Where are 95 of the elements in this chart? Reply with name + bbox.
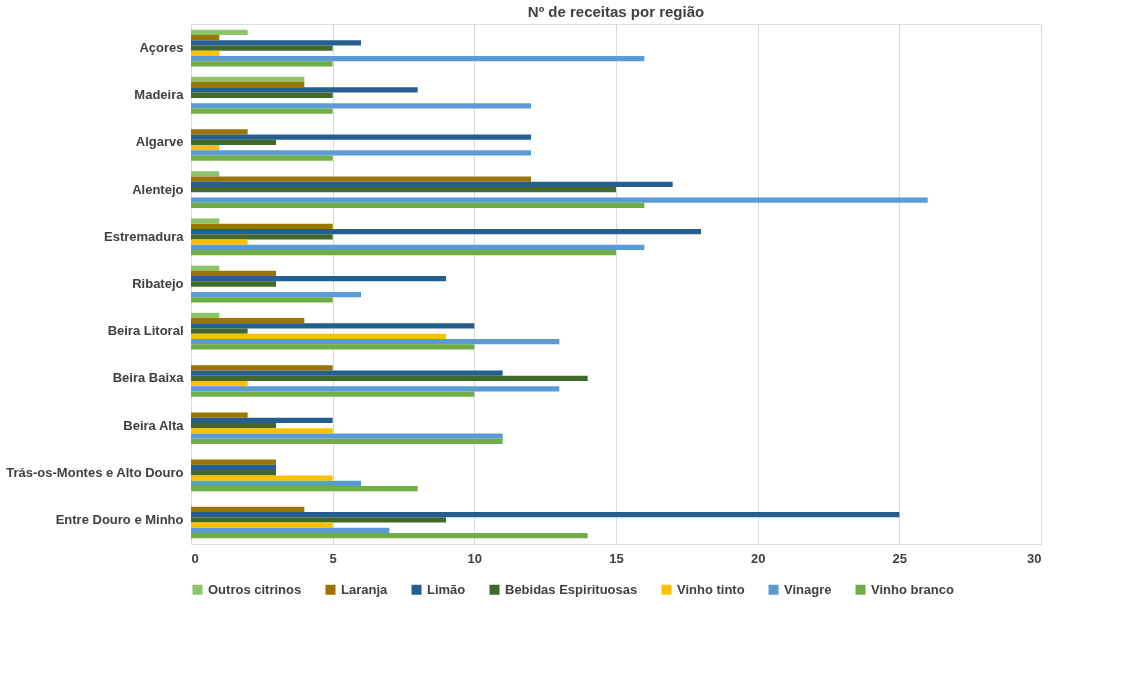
legend-label: Limão [427, 581, 466, 597]
bar [191, 533, 588, 539]
bar [191, 129, 248, 135]
bar [191, 40, 361, 46]
bar [191, 55, 645, 62]
bar [191, 249, 616, 256]
legend-label: Laranja [341, 581, 389, 597]
bar [191, 339, 560, 345]
bar [191, 228, 701, 235]
bar [191, 381, 248, 387]
x-tick-label: 25 [892, 550, 908, 566]
bar [191, 281, 276, 287]
legend-label: Vinagre [784, 581, 832, 597]
x-tick-label: 30 [1027, 550, 1042, 566]
y-tick-label: Madeira [134, 87, 185, 103]
bar [191, 375, 588, 381]
bar [191, 155, 333, 161]
bar [191, 428, 333, 434]
x-tick-label: 5 [329, 550, 337, 566]
y-tick-label: Algarve [135, 134, 184, 150]
bar [191, 386, 560, 392]
bar [191, 433, 503, 439]
bar [191, 475, 333, 481]
bar [191, 370, 503, 376]
bar [191, 108, 333, 114]
y-tick-label: Alentejo [132, 181, 184, 197]
bar [191, 45, 333, 51]
bar [191, 265, 220, 271]
legend-label: Bebidas Espirituosas [505, 581, 638, 597]
legend-label: Outros citrinos [208, 581, 302, 597]
bar [191, 270, 276, 277]
bar [191, 459, 276, 465]
y-tick-label: Ribatejo [132, 276, 184, 291]
y-tick-label: Entre Douro e Minho [55, 511, 184, 527]
bar [191, 34, 220, 41]
bar [191, 512, 900, 518]
bar [191, 29, 248, 35]
bar [191, 422, 276, 429]
bar [191, 527, 390, 534]
bar [191, 134, 531, 140]
y-tick-label: Trás-os-Montes e Alto Douro [6, 464, 184, 480]
x-tick-label: 15 [609, 550, 624, 566]
bar [191, 480, 361, 486]
y-tick-label: Açores [139, 40, 184, 56]
y-tick-label: Beira Alta [123, 417, 185, 433]
bar [191, 202, 645, 209]
bar [191, 318, 305, 324]
bar [191, 506, 305, 513]
bar [191, 50, 220, 56]
bar [191, 171, 220, 177]
bar [191, 223, 333, 229]
bar [191, 176, 531, 182]
bar [191, 328, 248, 334]
legend-label: Vinho branco [871, 581, 954, 597]
bar [191, 438, 503, 444]
chart-title: Nº de receitas por região [527, 3, 705, 20]
bar [191, 417, 333, 423]
bar [191, 234, 333, 240]
bar [191, 323, 475, 329]
x-tick-label: 10 [467, 550, 483, 566]
bar [191, 244, 645, 250]
bar [191, 76, 305, 83]
bar [191, 412, 248, 418]
bar [191, 82, 305, 88]
y-tick-label: Beira Litoral [107, 323, 184, 339]
bar [191, 187, 616, 193]
y-tick-label: Beira Baixa [112, 370, 185, 386]
bar [191, 391, 475, 397]
bar [191, 344, 475, 350]
bar [191, 485, 418, 492]
bar [191, 197, 928, 203]
y-tick-label: Estremadura [104, 228, 185, 244]
bar [191, 92, 333, 98]
bar [191, 218, 220, 224]
bar [191, 145, 220, 151]
x-tick-label: 20 [750, 550, 766, 566]
bar [191, 139, 276, 146]
bar [191, 150, 531, 156]
bar [191, 276, 446, 282]
bar [191, 517, 446, 523]
bar [191, 522, 333, 528]
legend-label: Vinho tinto [677, 581, 745, 597]
bar [191, 464, 276, 471]
bar [191, 470, 276, 476]
bar [191, 239, 248, 245]
bar [191, 333, 446, 340]
bar [191, 312, 220, 319]
bar [191, 103, 531, 109]
bar [191, 61, 333, 67]
bar [191, 87, 418, 93]
bar [191, 291, 361, 298]
x-tick-label: 0 [191, 550, 199, 566]
bar [191, 365, 333, 371]
bar [191, 297, 333, 303]
bar [191, 181, 673, 187]
